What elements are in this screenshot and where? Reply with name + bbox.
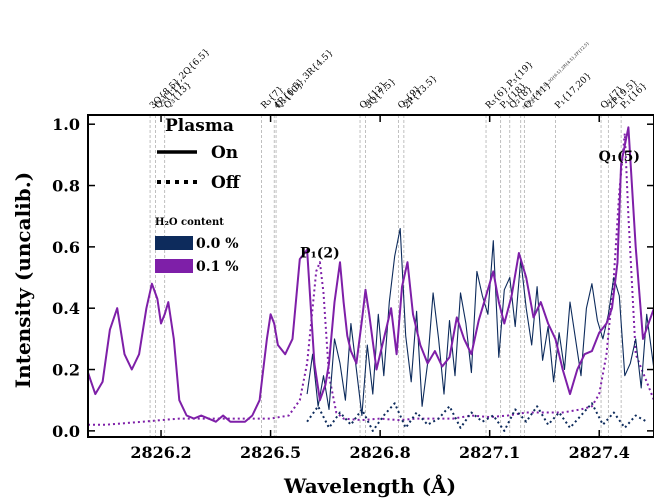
y-tick-label: 0.4 bbox=[52, 299, 80, 318]
h2o-legend-title: H₂O content bbox=[155, 217, 224, 228]
legend-off-label: Off bbox=[211, 173, 241, 193]
legend-on-label: On bbox=[211, 143, 238, 163]
series-line bbox=[306, 402, 648, 432]
peak-label: Q₁(5) bbox=[599, 149, 640, 165]
peak-label: P₁(2) bbox=[300, 246, 340, 262]
y-tick-label: 0.8 bbox=[52, 177, 80, 196]
series-line bbox=[88, 132, 654, 426]
peak-annotations: P₁(2) Q₁(5) bbox=[300, 149, 640, 262]
h2o-legend: H₂O content 0.0 % 0.1 % bbox=[155, 217, 239, 275]
series-line bbox=[87, 126, 654, 423]
legend-label-0-0-percent: 0.0 % bbox=[196, 236, 239, 252]
legend-swatch-0-1-percent bbox=[155, 259, 193, 273]
series-layer bbox=[87, 126, 654, 432]
assignment-label: P₁{17,20} bbox=[553, 71, 593, 111]
plot-frame bbox=[87, 114, 654, 438]
line-assignment-markers bbox=[149, 115, 622, 437]
legend-swatch-0-0-percent bbox=[155, 236, 193, 250]
x-tick-label: 2826.2 bbox=[130, 443, 191, 462]
x-tick-label: 2826.8 bbox=[350, 443, 411, 462]
y-tick-label: 0.0 bbox=[52, 422, 80, 441]
x-axis-label: Wavelength (Å) bbox=[283, 474, 456, 498]
y-tick-label: 0.6 bbox=[52, 238, 80, 257]
axis-ticks: 2826.2 2826.5 2826.8 2827.1 2827.4 0.0 0.2 0.4 0… bbox=[52, 115, 654, 462]
y-axis-label: Intensity (uncalib.) bbox=[11, 172, 35, 388]
line-assignment-labels: 3Q{8.5},2Q{6.5}Q₂{11}Q₃{13} R₃{7}4R{6.5},… bbox=[148, 40, 649, 111]
plasma-legend-title: Plasma bbox=[165, 116, 234, 136]
x-tick-label: 2827.1 bbox=[459, 443, 520, 462]
y-tick-label: 1.0 bbox=[52, 115, 80, 134]
series-line bbox=[306, 227, 654, 417]
x-tick-label: 2827.4 bbox=[569, 443, 630, 462]
legend-label-0-1-percent: 0.1 % bbox=[196, 259, 239, 275]
y-tick-label: 0.2 bbox=[52, 361, 80, 380]
plasma-legend: Plasma On Off bbox=[157, 116, 241, 193]
x-tick-label: 2826.5 bbox=[240, 443, 301, 462]
